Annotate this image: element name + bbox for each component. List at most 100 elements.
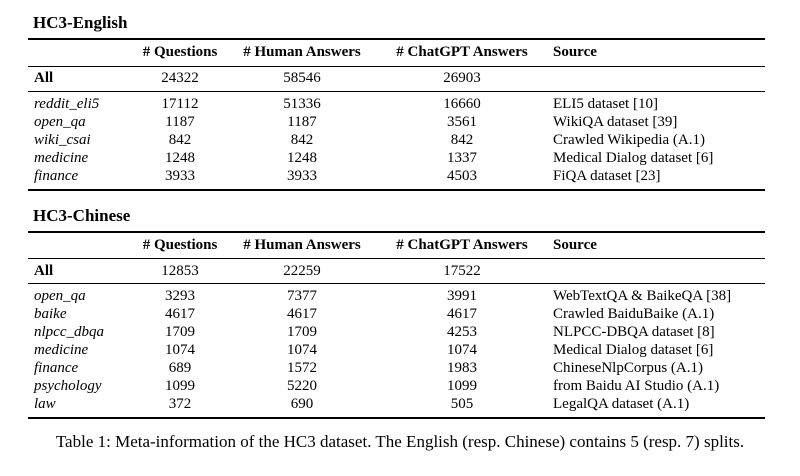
- table-row: medicine 1248 1248 1337 Medical Dialog d…: [28, 149, 765, 167]
- english-table-header: # Questions # Human Answers # ChatGPT An…: [28, 39, 765, 67]
- questions-cell: 372: [168, 396, 192, 412]
- questions-cell: 3293: [165, 288, 195, 304]
- human-answers-cell: 1187: [287, 113, 317, 130]
- source-cell: Medical Dialog dataset [6]: [553, 342, 714, 358]
- human-answers-cell: 58546: [222, 66, 382, 92]
- questions-cell: 3933: [165, 167, 195, 184]
- empty-header-cell: [28, 39, 138, 67]
- chatgpt-answers-cell: 1099: [447, 378, 477, 394]
- source-cell: Crawled BaiduBaike (A.1): [553, 306, 715, 322]
- questions-cell: 1248: [165, 149, 195, 166]
- table-row: open_qa 3293 7377 3991 WebTextQA & Baike…: [28, 284, 765, 306]
- human-answers-cell: 3933: [287, 167, 317, 184]
- source-cell: LegalQA dataset (A.1): [553, 396, 690, 412]
- empty-header-cell: [28, 231, 138, 259]
- human-answers-cell: 1074: [287, 342, 317, 358]
- chinese-table-header: # Questions # Human Answers # ChatGPT An…: [28, 231, 765, 259]
- split-label-cell: medicine: [34, 149, 89, 166]
- questions-cell: 17112: [161, 95, 199, 112]
- split-label-cell: medicine: [34, 342, 89, 358]
- human-answers-cell: 51336: [283, 95, 321, 112]
- source-cell: Medical Dialog dataset [6]: [553, 149, 714, 166]
- table-row: finance 689 1572 1983 ChineseNlpCorpus (…: [28, 359, 765, 377]
- split-label-cell: baike: [34, 306, 67, 322]
- questions-cell: 4617: [165, 306, 195, 322]
- human-answers-cell: 1709: [287, 324, 317, 340]
- chinese-table: # Questions # Human Answers # ChatGPT An…: [28, 230, 765, 419]
- human-answers-cell: 5220: [287, 378, 317, 394]
- split-label-cell: wiki_csai: [34, 131, 91, 148]
- split-label-cell: open_qa: [34, 113, 86, 130]
- col-header-source: Source: [542, 231, 765, 259]
- source-cell: WikiQA dataset [39]: [553, 113, 678, 130]
- chatgpt-answers-cell: 4617: [447, 306, 477, 322]
- col-header-source: Source: [542, 39, 765, 67]
- questions-cell: 12853: [138, 258, 222, 284]
- chatgpt-answers-cell: 842: [450, 131, 474, 148]
- english-all-row-group: All 24322 58546 26903: [28, 66, 765, 92]
- split-label-cell: finance: [34, 360, 79, 376]
- split-label-cell: open_qa: [34, 288, 86, 304]
- questions-cell: 689: [168, 360, 192, 376]
- split-label-cell: All: [28, 66, 138, 92]
- table-row: nlpcc_dbqa 1709 1709 4253 NLPCC-DBQA dat…: [28, 323, 765, 341]
- questions-cell: 1187: [165, 113, 195, 130]
- hc3-chinese-section: HC3-Chinese # Questions # Human Answers …: [28, 205, 800, 419]
- source-cell: NLPCC-DBQA dataset [8]: [553, 324, 715, 340]
- human-answers-cell: 1572: [287, 360, 317, 376]
- questions-cell: 1709: [165, 324, 195, 340]
- source-cell: [542, 66, 765, 92]
- table-row: law 372 690 505 LegalQA dataset (A.1): [28, 395, 765, 418]
- english-data-rows: reddit_eli5 17112 51336 16660 ELI5 datas…: [28, 91, 765, 190]
- source-cell: [542, 258, 765, 284]
- table-row: reddit_eli5 17112 51336 16660 ELI5 datas…: [28, 91, 765, 113]
- source-cell: ChineseNlpCorpus (A.1): [553, 360, 703, 376]
- human-answers-cell: 1248: [287, 149, 317, 166]
- questions-cell: 842: [168, 131, 192, 148]
- table-row: medicine 1074 1074 1074 Medical Dialog d…: [28, 341, 765, 359]
- split-label-cell: All: [28, 258, 138, 284]
- source-cell: ELI5 dataset [10]: [553, 95, 658, 112]
- header-row: # Questions # Human Answers # ChatGPT An…: [28, 231, 765, 259]
- hc3-english-section: HC3-English # Questions # Human Answers …: [28, 13, 800, 191]
- table-row: All 24322 58546 26903: [28, 66, 765, 92]
- chatgpt-answers-cell: 26903: [382, 66, 542, 92]
- questions-cell: 1099: [165, 378, 195, 394]
- chinese-data-rows: open_qa 3293 7377 3991 WebTextQA & Baike…: [28, 284, 765, 419]
- col-header-chatgpt-answers: # ChatGPT Answers: [382, 231, 542, 259]
- table-caption: Table 1: Meta-information of the HC3 dat…: [55, 432, 745, 451]
- questions-cell: 24322: [138, 66, 222, 92]
- human-answers-cell: 842: [290, 131, 314, 148]
- table-row: psychology 1099 5220 1099 from Baidu AI …: [28, 377, 765, 395]
- col-header-questions: # Questions: [138, 231, 222, 259]
- human-answers-cell: 22259: [222, 258, 382, 284]
- table-row: open_qa 1187 1187 3561 WikiQA dataset [3…: [28, 113, 765, 131]
- chatgpt-answers-cell: 3991: [447, 288, 477, 304]
- table-row: finance 3933 3933 4503 FiQA dataset [23]: [28, 167, 765, 190]
- header-row: # Questions # Human Answers # ChatGPT An…: [28, 39, 765, 67]
- col-header-human-answers: # Human Answers: [222, 39, 382, 67]
- col-header-chatgpt-answers: # ChatGPT Answers: [382, 39, 542, 67]
- chatgpt-answers-cell: 1337: [447, 149, 477, 166]
- source-cell: from Baidu AI Studio (A.1): [553, 378, 720, 394]
- human-answers-cell: 7377: [287, 288, 317, 304]
- english-table: # Questions # Human Answers # ChatGPT An…: [28, 38, 765, 191]
- chatgpt-answers-cell: 1074: [447, 342, 477, 358]
- split-label-cell: reddit_eli5: [34, 95, 100, 112]
- split-label-cell: law: [34, 396, 56, 412]
- split-label-cell: nlpcc_dbqa: [34, 324, 104, 340]
- table-row: wiki_csai 842 842 842 Crawled Wikipedia …: [28, 131, 765, 149]
- table-row: baike 4617 4617 4617 Crawled BaiduBaike …: [28, 305, 765, 323]
- source-cell: WebTextQA & BaikeQA [38]: [553, 288, 732, 304]
- source-cell: FiQA dataset [23]: [553, 167, 661, 184]
- chatgpt-answers-cell: 16660: [443, 95, 481, 112]
- split-label-cell: finance: [34, 167, 79, 184]
- chinese-all-row-group: All 12853 22259 17522: [28, 258, 765, 284]
- human-answers-cell: 4617: [287, 306, 317, 322]
- table-row: All 12853 22259 17522: [28, 258, 765, 284]
- questions-cell: 1074: [165, 342, 195, 358]
- col-header-human-answers: # Human Answers: [222, 231, 382, 259]
- chinese-table-title: HC3-Chinese: [33, 205, 131, 225]
- chatgpt-answers-cell: 3561: [447, 113, 477, 130]
- chatgpt-answers-cell: 4253: [447, 324, 477, 340]
